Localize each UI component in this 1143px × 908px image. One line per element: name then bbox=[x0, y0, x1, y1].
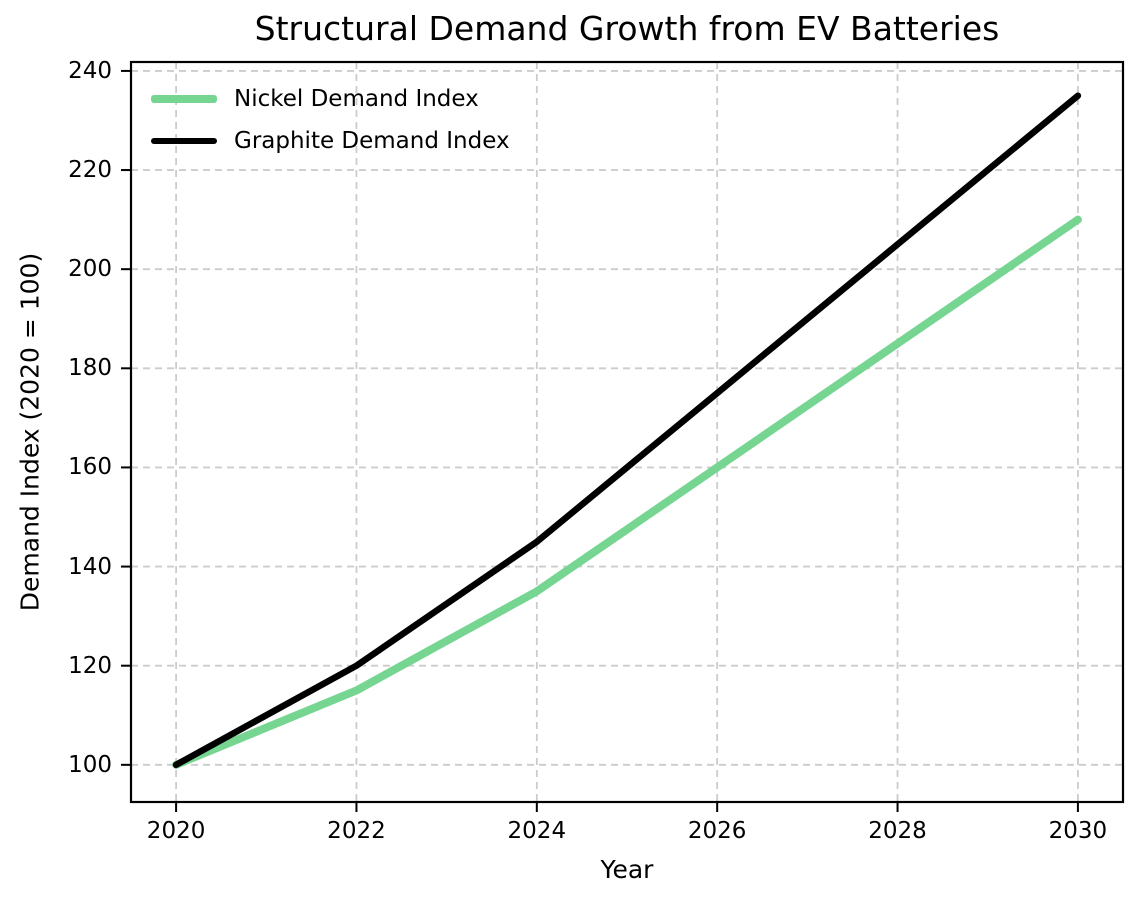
y-tick-label: 240 bbox=[68, 57, 112, 84]
x-tick-label: 2022 bbox=[327, 818, 386, 844]
y-tick-label: 220 bbox=[68, 157, 112, 184]
legend-label-graphite: Graphite Demand Index bbox=[234, 128, 510, 154]
y-tick-label: 160 bbox=[68, 454, 112, 481]
y-tick-label: 140 bbox=[68, 553, 112, 580]
legend-item-graphite: Graphite Demand Index bbox=[151, 120, 510, 162]
series-line-nickel bbox=[172, 215, 1082, 769]
y-tick-label: 180 bbox=[68, 355, 112, 382]
legend-label-nickel: Nickel Demand Index bbox=[234, 86, 479, 112]
chart-title: Structural Demand Growth from EV Batteri… bbox=[254, 9, 1000, 48]
graphite-line-swatch-icon bbox=[151, 138, 217, 144]
nickel-line-swatch-icon bbox=[151, 95, 217, 103]
y-tick-label: 100 bbox=[68, 751, 112, 778]
x-tick-label: 2024 bbox=[507, 818, 567, 844]
y-tick-label: 120 bbox=[68, 652, 112, 679]
x-tick-label: 2030 bbox=[1048, 818, 1108, 844]
x-axis-label: Year bbox=[600, 855, 654, 884]
x-tick-label: 2026 bbox=[687, 818, 747, 844]
axes-frame bbox=[129, 60, 1125, 804]
x-tick-label: 2020 bbox=[146, 818, 206, 844]
y-tick-label: 200 bbox=[68, 256, 112, 283]
series-line-graphite bbox=[172, 92, 1082, 769]
legend-item-nickel: Nickel Demand Index bbox=[151, 78, 510, 120]
legend: Nickel Demand Index Graphite Demand Inde… bbox=[151, 78, 510, 162]
x-tick-label: 2028 bbox=[868, 818, 927, 844]
